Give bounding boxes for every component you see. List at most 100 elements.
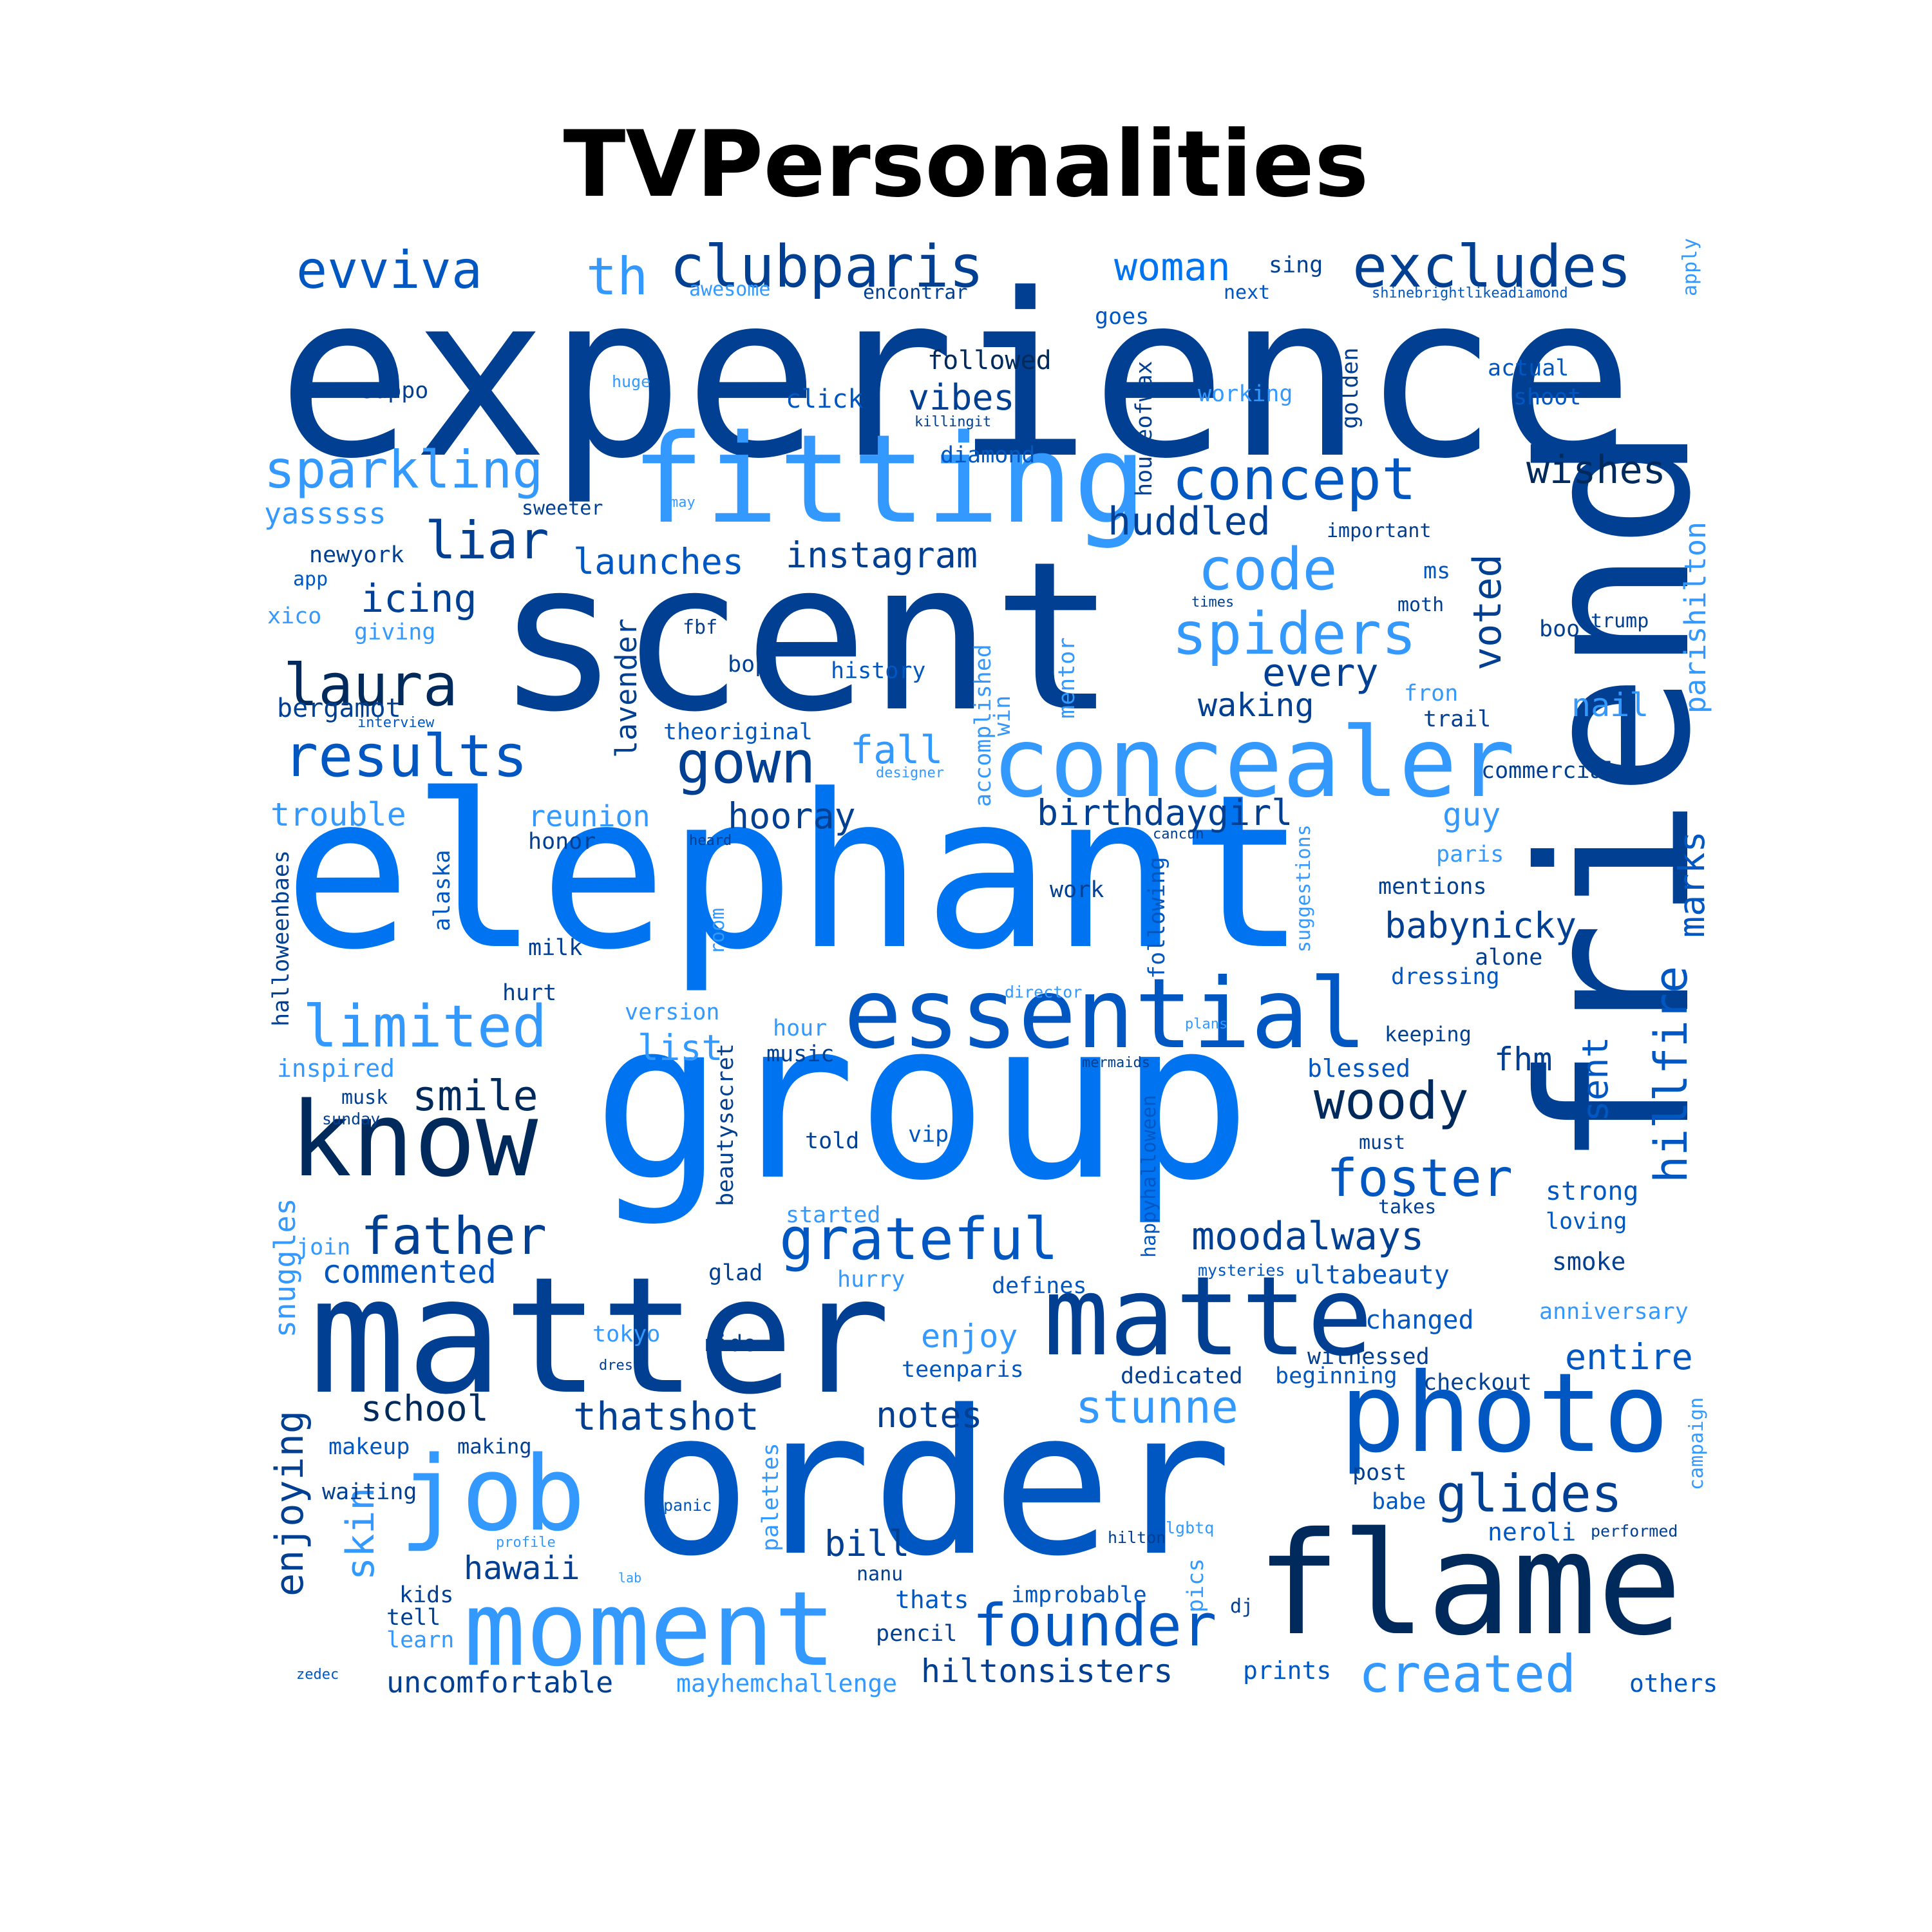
word-diamond: diamond: [940, 442, 1036, 468]
word-clubparis: clubparis: [670, 233, 984, 301]
word-school: school: [361, 1388, 489, 1429]
word-reunion: reunion: [528, 799, 650, 833]
word-essential: essential: [844, 958, 1367, 1070]
word-trouble: trouble: [270, 796, 406, 833]
word-scent: scent: [496, 518, 1117, 757]
word-trail: trail: [1423, 706, 1492, 732]
word-moment: moment: [464, 1569, 836, 1689]
word-group: group: [592, 974, 1252, 1229]
word-voted: voted: [1465, 553, 1510, 670]
word-vip: vip: [908, 1122, 949, 1148]
word-beautysecret: beautysecret: [713, 1043, 739, 1206]
word-waking: waking: [1198, 687, 1314, 724]
word-commented: commented: [322, 1253, 497, 1291]
word-times: times: [1191, 594, 1235, 611]
word-experience: experience: [277, 245, 1634, 508]
word-shoot: shoot: [1513, 384, 1582, 410]
word-glad: glad: [708, 1260, 763, 1286]
word-guy: guy: [1443, 796, 1501, 833]
word-witnessed: witnessed: [1307, 1344, 1430, 1370]
word-laura: laura: [283, 652, 458, 719]
word-paris: paris: [1436, 842, 1504, 867]
word-fhm: fhm: [1494, 1041, 1553, 1078]
word-hillfire: hillfire: [1645, 965, 1698, 1184]
word-sing: sing: [1269, 252, 1323, 278]
word-suppo: suppo: [361, 378, 429, 404]
word-vibes: vibes: [908, 377, 1015, 418]
word-win: win: [990, 695, 1016, 737]
word-woman: woman: [1114, 245, 1231, 290]
word-pics: pics: [1183, 1558, 1209, 1613]
word-hurry: hurry: [837, 1267, 905, 1293]
word-alaska: alaska: [430, 849, 455, 932]
word-designer: designer: [876, 765, 944, 781]
word-launches: launches: [573, 541, 744, 582]
word-code: code: [1198, 536, 1338, 603]
word-important: important: [1327, 520, 1432, 542]
word-lab: lab: [618, 1570, 642, 1586]
word-smoke: smoke: [1552, 1247, 1626, 1276]
word-dj: dj: [1230, 1595, 1254, 1618]
word-ride: ride: [702, 1331, 757, 1357]
word-blessed: blessed: [1307, 1054, 1411, 1083]
word-history: history: [831, 658, 926, 684]
word-giving: giving: [354, 620, 436, 645]
word-kids: kids: [399, 1582, 454, 1608]
word-thatshot: thatshot: [573, 1394, 759, 1439]
word-huge: huge: [612, 372, 651, 391]
word-fitting: fitting: [631, 408, 1147, 551]
word-wishes: wishes: [1526, 448, 1666, 493]
word-fall: fall: [850, 728, 943, 773]
word-following: following: [1144, 856, 1170, 979]
word-sunday: sunday: [322, 1110, 381, 1128]
word-heard: heard: [689, 833, 732, 849]
word-trump: trump: [1591, 610, 1649, 632]
word-list: list: [638, 1027, 723, 1068]
word-hilton: hilton: [1108, 1528, 1166, 1547]
word-huddled: huddled: [1108, 499, 1271, 544]
word-dressing: dressing: [1391, 964, 1500, 990]
word-snuggles: snuggles: [268, 1197, 302, 1338]
word-neroli: neroli: [1488, 1518, 1577, 1546]
word-founder: founder: [972, 1592, 1217, 1660]
word-making: making: [457, 1434, 532, 1459]
word-told: told: [805, 1128, 860, 1154]
word-fron: fron: [1404, 681, 1459, 706]
word-keeping: keeping: [1385, 1022, 1472, 1046]
word-matte: matte: [1043, 1253, 1373, 1381]
word-concept: concept: [1172, 446, 1417, 513]
word-sweeter: sweeter: [522, 497, 603, 520]
word-babynicky: babynicky: [1385, 905, 1577, 946]
word-th: th: [586, 247, 649, 307]
word-bergamot: bergamot: [277, 694, 401, 723]
word-woody: woody: [1314, 1071, 1469, 1131]
word-birthdaygirl: birthdaygirl: [1037, 792, 1293, 833]
word-makeup: makeup: [328, 1434, 410, 1460]
word-working: working: [1198, 381, 1293, 407]
word-milk: milk: [528, 935, 583, 961]
word-sent: sent: [1575, 1036, 1616, 1122]
word-foster: foster: [1327, 1148, 1513, 1208]
word-thats: thats: [895, 1586, 969, 1614]
word-inspired: inspired: [277, 1054, 395, 1083]
word-killingit: killingit: [914, 414, 992, 430]
word-ultabeauty: ultabeauty: [1294, 1260, 1450, 1290]
word-elephant: elephant: [283, 749, 1307, 996]
word-checkout: checkout: [1423, 1370, 1532, 1396]
word-smile: smile: [412, 1072, 538, 1121]
word-teenparis: teenparis: [902, 1357, 1024, 1383]
word-suggestions: suggestions: [1293, 824, 1315, 952]
word-theoriginal: theoriginal: [663, 719, 813, 745]
word-xico: xico: [267, 603, 322, 629]
word-may: may: [670, 495, 696, 511]
word-flame: flame: [1256, 1502, 1683, 1667]
word-strong: strong: [1546, 1177, 1639, 1206]
word-join: join: [296, 1235, 351, 1260]
word-created: created: [1359, 1644, 1577, 1704]
word-alone: alone: [1475, 945, 1543, 971]
word-post: post: [1352, 1460, 1407, 1486]
word-prints: prints: [1243, 1656, 1332, 1685]
word-changed: changed: [1365, 1305, 1474, 1335]
word-results: results: [283, 723, 528, 790]
